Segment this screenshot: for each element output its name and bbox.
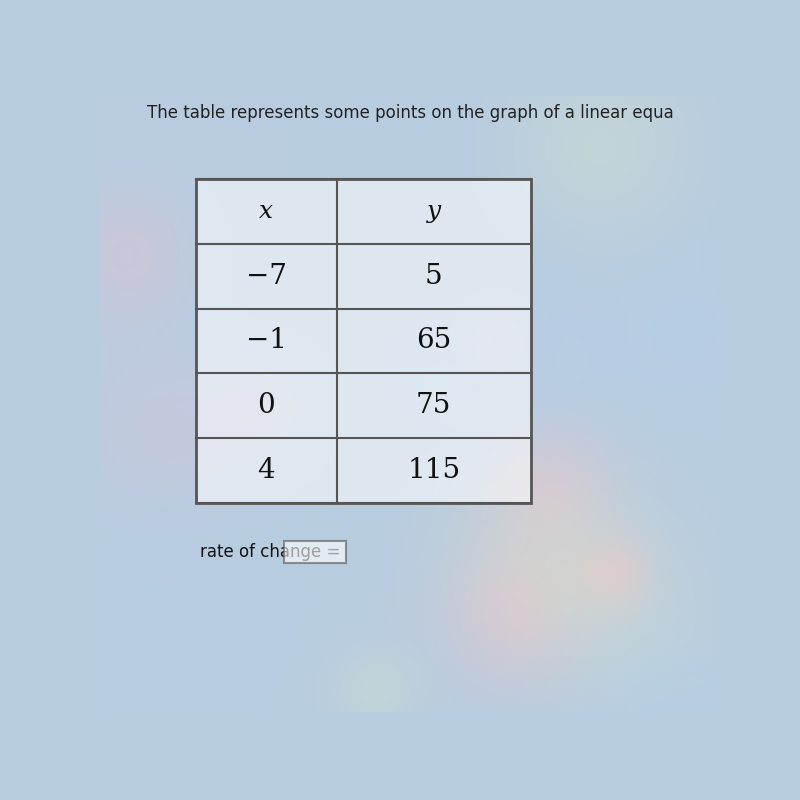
- Bar: [196, 438, 531, 502]
- Bar: [284, 541, 346, 562]
- Bar: [196, 309, 531, 373]
- Text: x: x: [259, 200, 274, 223]
- Text: 5: 5: [425, 262, 442, 290]
- Bar: [196, 373, 531, 438]
- Text: −7: −7: [246, 262, 287, 290]
- Text: The table represents some points on the graph of a linear equa: The table represents some points on the …: [146, 104, 674, 122]
- Text: rate of change =: rate of change =: [200, 543, 340, 561]
- Text: 115: 115: [407, 457, 460, 484]
- Text: 0: 0: [258, 392, 275, 419]
- Text: 75: 75: [416, 392, 451, 419]
- Text: 4: 4: [258, 457, 275, 484]
- Bar: [196, 244, 531, 309]
- Text: y: y: [426, 200, 441, 223]
- Bar: [196, 179, 531, 244]
- Text: −1: −1: [246, 327, 287, 354]
- Text: 65: 65: [416, 327, 451, 354]
- Bar: [196, 179, 531, 502]
